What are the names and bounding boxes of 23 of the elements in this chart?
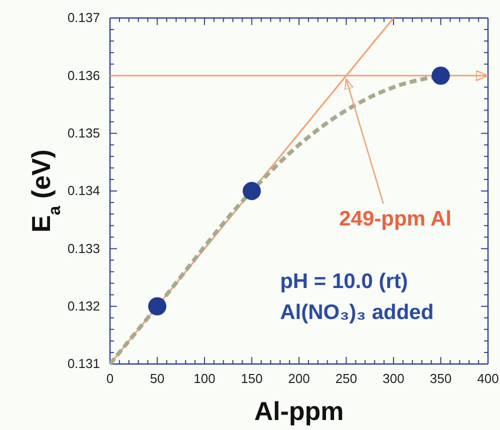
y-tick-label: 0.136 <box>67 68 100 83</box>
y-tick-label: 0.131 <box>67 356 100 372</box>
x-tick-label: 0 <box>106 371 114 386</box>
annotation: Al(NO₃)₃ added <box>280 300 434 324</box>
x-tick-label: 200 <box>288 371 310 386</box>
annotation: pH = 10.0 (rt) <box>280 270 408 293</box>
x-tick-label: 400 <box>477 371 499 386</box>
y-tick-label: 0.134 <box>67 183 100 198</box>
y-tick-label: 0.135 <box>67 125 100 140</box>
x-tick-label: 100 <box>194 371 216 386</box>
y-tick-label: 0.133 <box>67 240 100 256</box>
x-tick-label: 50 <box>150 371 164 386</box>
y-tick-label: 0.132 <box>67 298 100 314</box>
point <box>148 297 166 316</box>
point <box>432 66 450 85</box>
y-tick-label: 0.137 <box>67 10 100 26</box>
x-tick-label: 150 <box>240 371 263 386</box>
annotation: 249-ppm Al <box>339 208 452 231</box>
x-tick-label: 250 <box>335 371 358 386</box>
point <box>242 182 261 200</box>
x-axis-title: Al-ppm <box>254 396 344 426</box>
x-tick-label: 300 <box>382 371 404 386</box>
x-tick-label: 350 <box>430 371 452 386</box>
